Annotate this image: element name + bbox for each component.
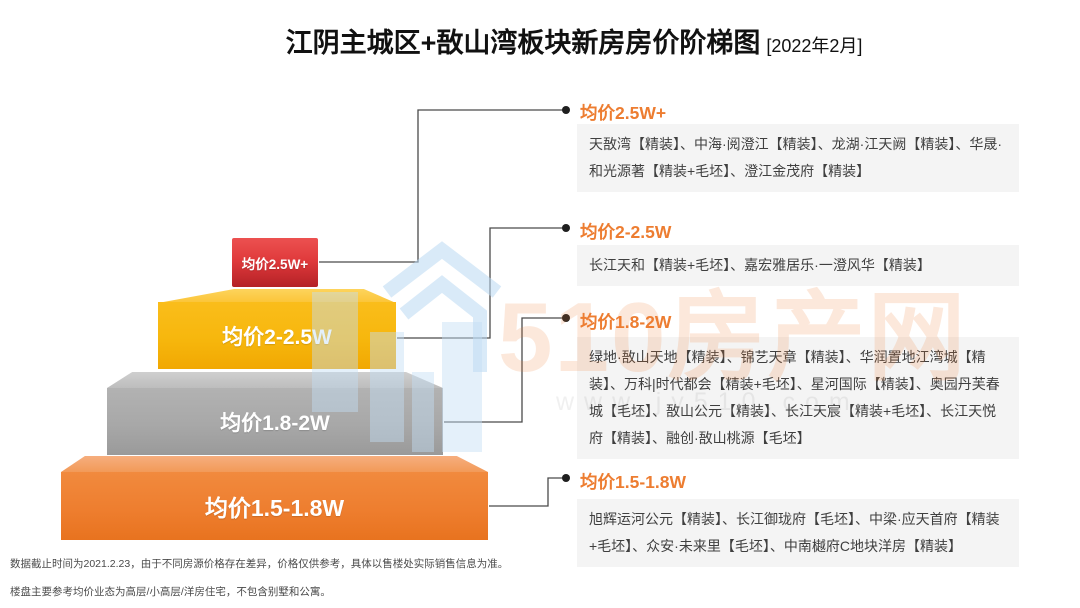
- tier-block-2-2-5w: 均价2-2.5W: [158, 302, 396, 369]
- tier-block-label: 均价2-2.5W: [222, 325, 332, 349]
- connector-line-tier3: [444, 317, 565, 423]
- connector-line-tier1: [319, 109, 565, 263]
- bullet-dot-tier2: [562, 224, 570, 232]
- tier-block-top-face: [107, 372, 443, 388]
- tier-property-list-1-8-2w: 绿地·敔山天地【精装】、锦艺天章【精装】、华润置地江湾城【精装】、万科|时代都会…: [577, 337, 1019, 459]
- tier-property-list-2-2-5w: 长江天和【精装+毛坯】、嘉宏雅居乐·一澄风华【精装】: [577, 245, 1019, 286]
- tier-block-1-8-2w: 均价1.8-2W: [107, 388, 443, 455]
- tier-header-2-5w-plus: 均价2.5W+: [580, 103, 667, 123]
- page-title-main: 江阴主城区+敔山湾板块新房房价阶梯图: [285, 28, 761, 58]
- tier-block-2-5w-plus: 均价2.5W+: [232, 238, 318, 287]
- bullet-dot-tier1: [562, 106, 570, 114]
- page-title-date: [2022年2月]: [766, 36, 863, 56]
- tier-block-label: 均价1.5-1.8W: [204, 495, 345, 521]
- footnote-scope: 楼盘主要参考均价业态为高层/小高层/洋房住宅，不包含别墅和公寓。: [10, 586, 331, 598]
- tier-block-top-face: [158, 289, 396, 303]
- page-title: 江阴主城区+敔山湾板块新房房价阶梯图 [2022年2月]: [286, 26, 863, 63]
- tier-header-1-5-1-8w: 均价1.5-1.8W: [580, 472, 686, 492]
- tier-block-1-5-1-8w: 均价1.5-1.8W: [61, 472, 488, 540]
- footnote-data-cutoff: 数据截止时间为2021.2.23，由于不同房源价格存在差异，价格仅供参考，具体以…: [10, 558, 509, 570]
- tier-block-label: 均价2.5W+: [241, 256, 309, 272]
- connector-line-tier4: [489, 477, 565, 507]
- bullet-dot-tier3: [562, 314, 570, 322]
- bullet-dot-tier4: [562, 474, 570, 482]
- tier-header-1-8-2w: 均价1.8-2W: [580, 312, 672, 332]
- tier-property-list-2-5w-plus: 天敔湾【精装】、中海·阅澄江【精装】、龙湖·江天阙【精装】、华晟·和光源著【精装…: [577, 124, 1019, 192]
- tier-header-2-2-5w: 均价2-2.5W: [580, 222, 672, 242]
- tier-block-top-face: [61, 456, 488, 472]
- tier-block-label: 均价1.8-2W: [220, 411, 330, 435]
- connector-line-tier2: [397, 227, 565, 339]
- tier-property-list-1-5-1-8w: 旭辉运河公元【精装】、长江御珑府【毛坯】、中梁·应天首府【精装+毛坯】、众安·未…: [577, 499, 1019, 567]
